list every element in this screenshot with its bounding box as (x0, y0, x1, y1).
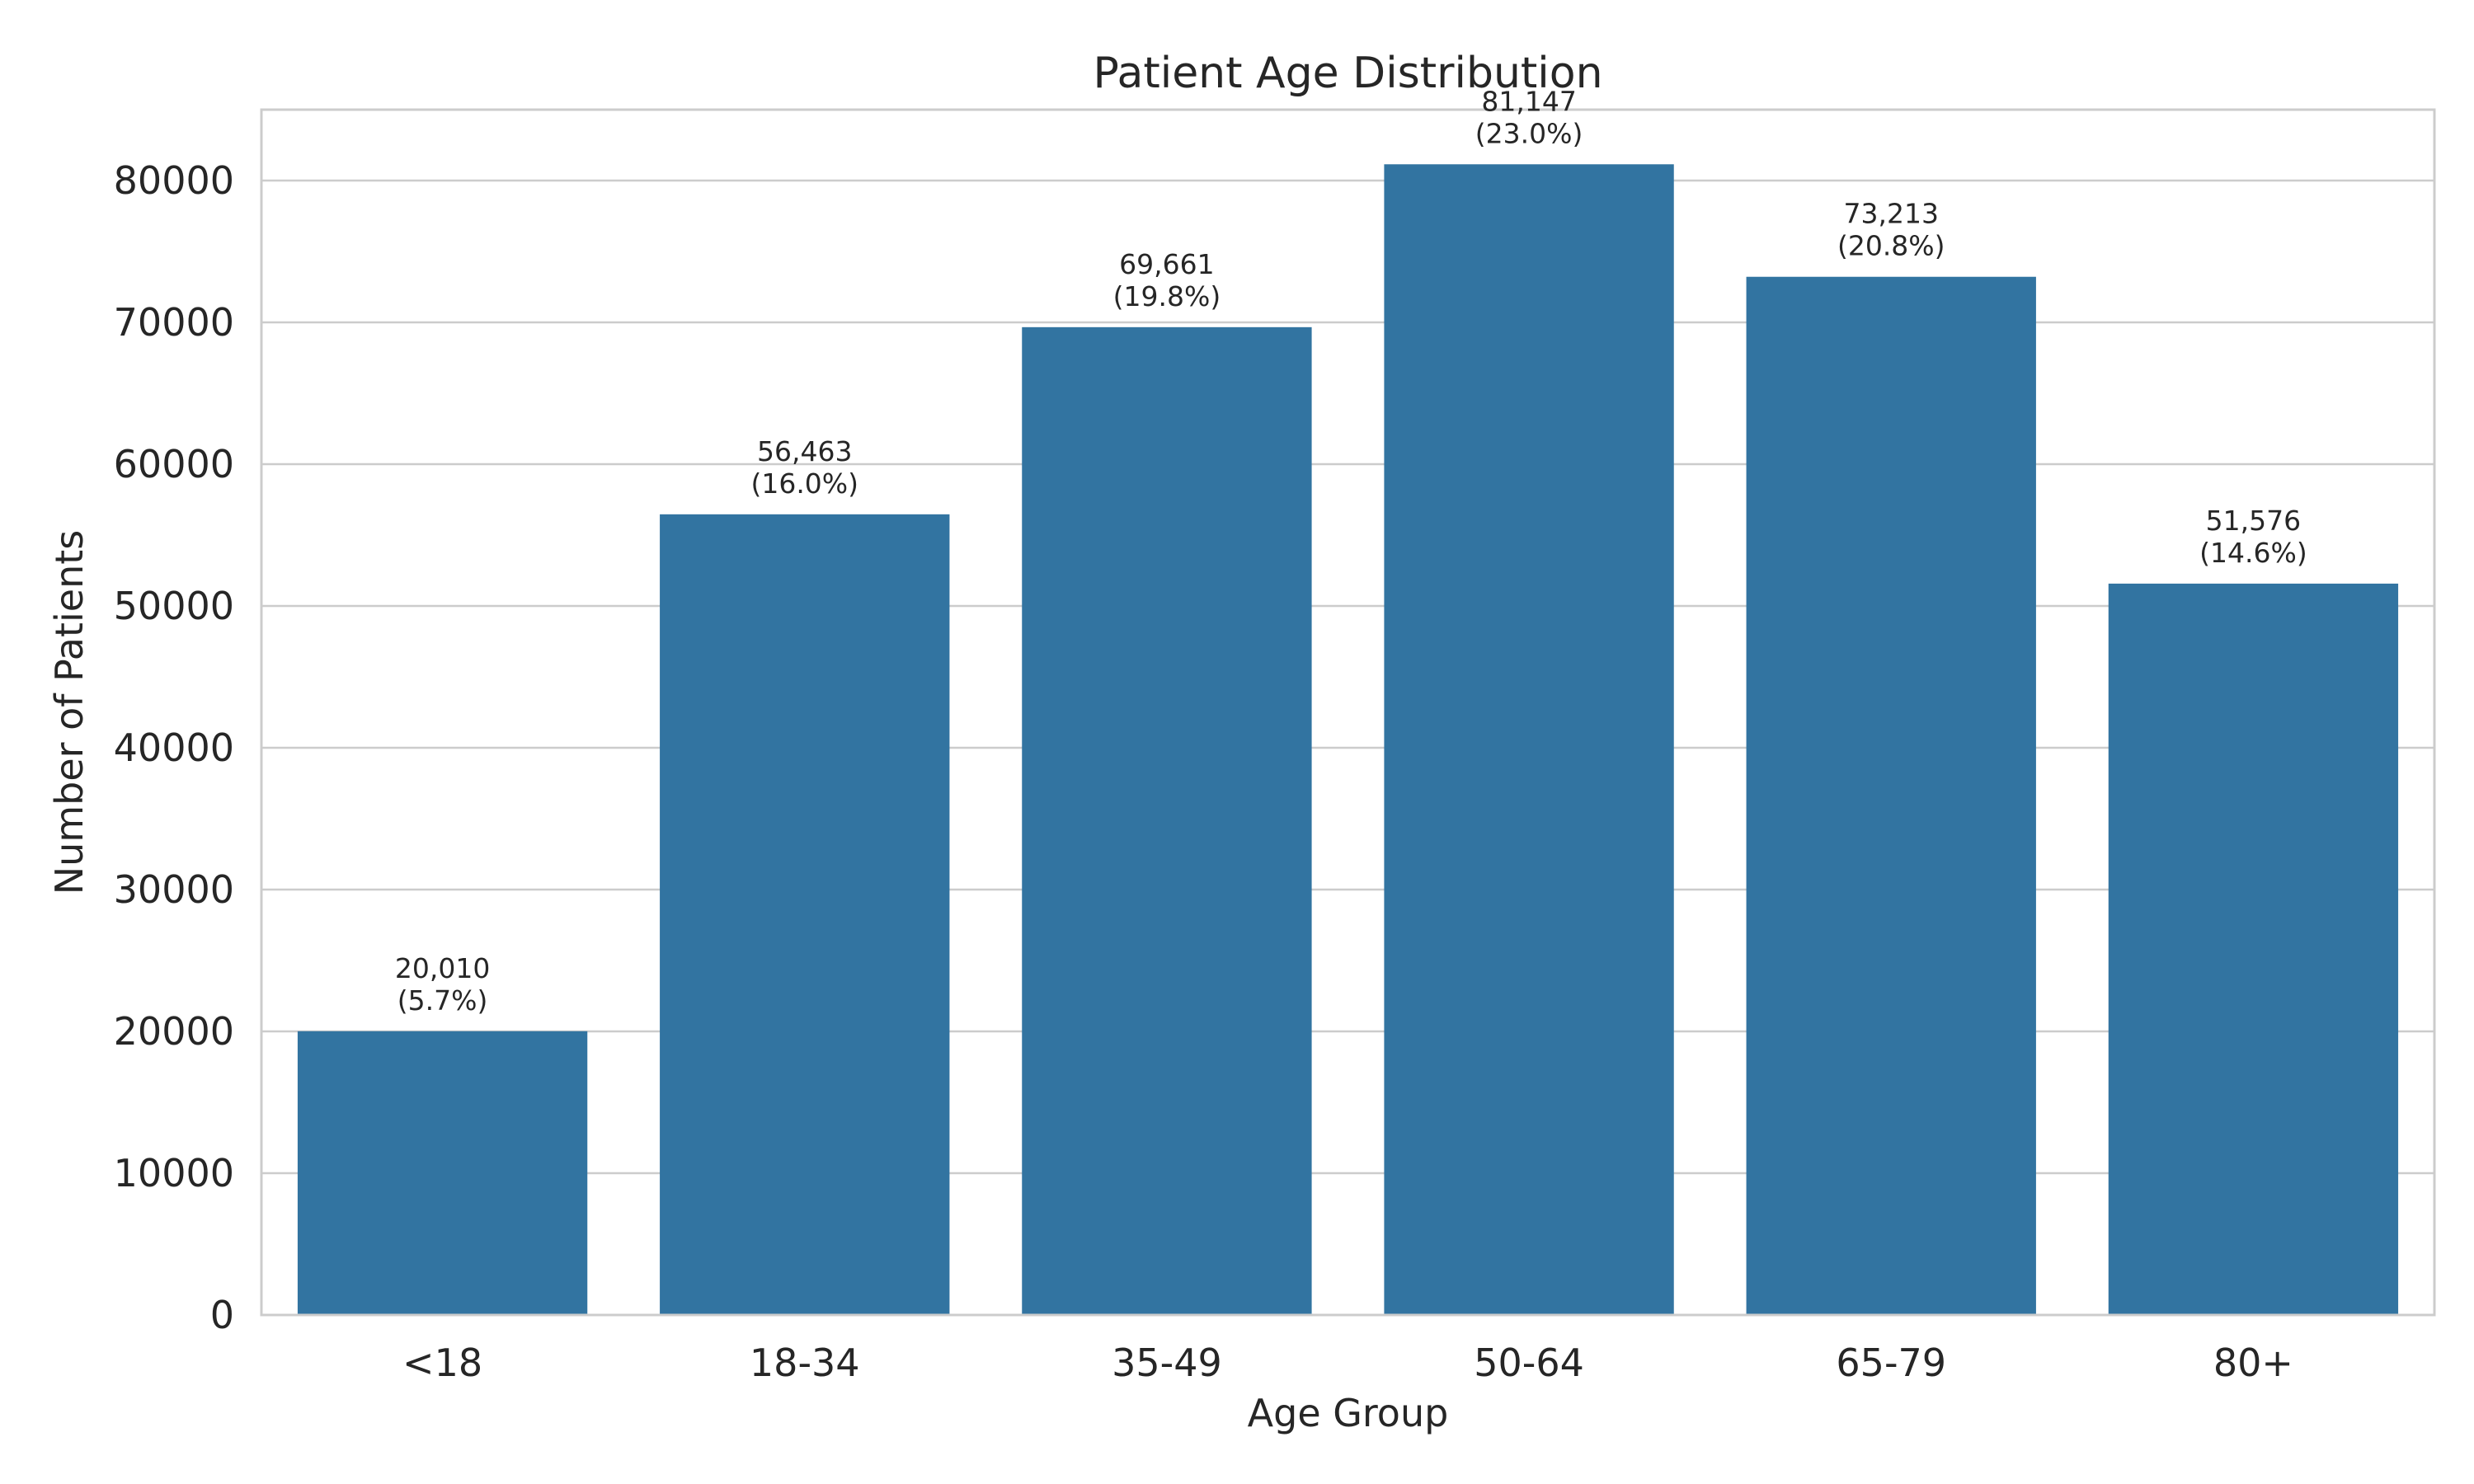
x-tick-label: 35-49 (1112, 1341, 1222, 1385)
gridlines (261, 179, 2434, 1317)
data-label-value: 69,661 (1119, 248, 1214, 280)
y-tick-label: 10000 (114, 1151, 234, 1195)
data-label-percent: (20.8%) (1837, 230, 1945, 262)
chart-title: Patient Age Distribution (1093, 49, 1602, 98)
data-label-percent: (19.8%) (1113, 280, 1221, 312)
x-tick-label: 65-79 (1836, 1341, 1946, 1385)
bar (2108, 583, 2399, 1315)
data-label-value: 56,463 (757, 435, 852, 467)
data-label-percent: (5.7%) (397, 984, 488, 1017)
data-label-percent: (16.0%) (750, 467, 858, 500)
y-tick-label: 40000 (114, 726, 234, 770)
data-label-value: 81,147 (1481, 85, 1576, 117)
plot-frame (260, 108, 2436, 1317)
y-tick-label: 0 (210, 1293, 234, 1337)
y-tick-label: 70000 (114, 300, 234, 345)
x-tick-label: <18 (402, 1341, 482, 1385)
y-tick-label: 20000 (114, 1009, 234, 1054)
data-label-value: 73,213 (1844, 198, 1939, 230)
bar (1384, 164, 1674, 1315)
x-axis-title: Age Group (1248, 1391, 1449, 1435)
x-tick-label: 50-64 (1474, 1341, 1584, 1385)
y-tick-labels: 0 10000 20000 30000 40000 50000 60000 70000 8000… (114, 158, 234, 1337)
data-label-value: 20,010 (395, 952, 490, 984)
bar (1022, 326, 1312, 1315)
x-tick-label: 80+ (2213, 1341, 2293, 1385)
bar (660, 514, 950, 1315)
y-tick-label: 30000 (114, 867, 234, 912)
data-label-percent: (23.0%) (1475, 117, 1583, 149)
x-tick-label: 18-34 (750, 1341, 860, 1385)
bar (297, 1031, 588, 1315)
data-label-value: 51,576 (2206, 505, 2301, 537)
bars (297, 164, 2399, 1316)
y-tick-label: 50000 (114, 584, 234, 628)
y-tick-label: 60000 (114, 442, 234, 486)
data-labels: 20,010(5.7%) 56,463(16.0%) 69,661(19.8%) 81… (395, 85, 2307, 1017)
y-tick-label: 80000 (114, 158, 234, 203)
y-axis-title: Number of Patients (47, 530, 92, 895)
bar (1746, 276, 2036, 1316)
x-tick-labels: <18 18-34 35-49 50-64 65-79 80+ (402, 1341, 2293, 1385)
data-label-percent: (14.6%) (2199, 537, 2307, 569)
